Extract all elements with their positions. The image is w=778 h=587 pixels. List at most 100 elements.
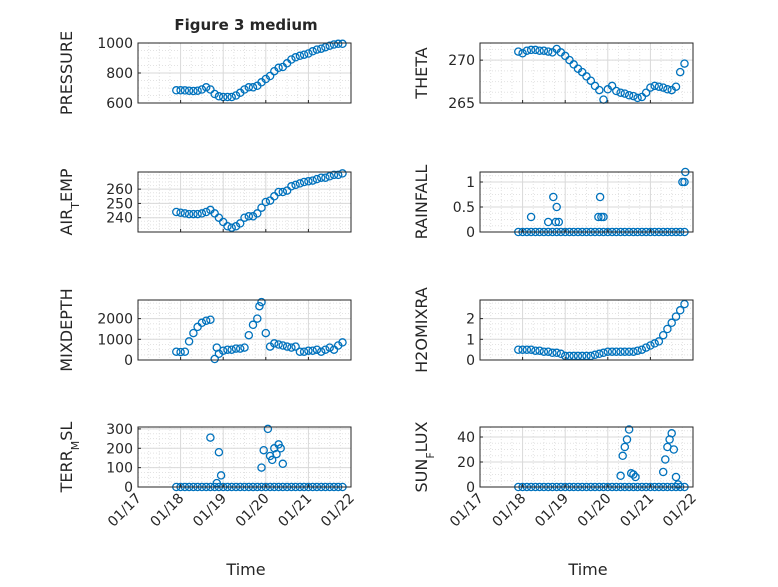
- data-point: [321, 42, 330, 52]
- data-point: [274, 340, 283, 349]
- data-point: [680, 177, 689, 187]
- data-point: [253, 314, 262, 323]
- data-point: [612, 347, 621, 356]
- axes-box: [479, 42, 694, 104]
- data-point: [180, 347, 190, 356]
- data-point: [282, 342, 292, 351]
- data-point: [595, 85, 604, 95]
- data-point: [206, 85, 215, 94]
- data-point: [543, 47, 553, 56]
- data-point: [518, 49, 527, 58]
- data-point: [278, 459, 288, 469]
- data-point: [304, 49, 313, 58]
- data-point: [565, 55, 574, 65]
- data-point: [560, 51, 570, 61]
- data-point: [599, 348, 608, 358]
- data-point: [172, 347, 181, 356]
- data-point: [304, 346, 313, 355]
- data-point: [671, 82, 681, 91]
- y-axis-label: PRESSURE: [57, 31, 76, 115]
- data-point: [595, 192, 605, 202]
- axes-box: [137, 299, 352, 361]
- y-tick-label: 265: [448, 96, 475, 112]
- data-point: [680, 59, 689, 68]
- data-point: [223, 345, 232, 354]
- data-point: [282, 186, 292, 195]
- data-point: [184, 209, 194, 219]
- data-point: [543, 347, 553, 356]
- data-point: [316, 347, 326, 356]
- data-point: [180, 86, 190, 95]
- data-point: [661, 455, 670, 464]
- data-point: [338, 169, 347, 178]
- data-point: [299, 177, 309, 187]
- data-point: [184, 86, 194, 95]
- data-point: [197, 85, 207, 94]
- data-point: [261, 197, 271, 207]
- panel-1: 600 800 1000 PRESSURE: [57, 31, 352, 115]
- data-point: [257, 297, 266, 307]
- data-point: [338, 338, 347, 347]
- data-point: [616, 347, 625, 356]
- data-point: [308, 346, 317, 355]
- data-point: [278, 187, 288, 197]
- y-tick-label: 0: [466, 480, 475, 496]
- data-point: [325, 41, 334, 50]
- data-point: [308, 47, 317, 56]
- data-point: [556, 349, 566, 359]
- data-point: [658, 330, 668, 340]
- data-point: [201, 316, 211, 325]
- y-tick-label: 1: [466, 175, 475, 191]
- data-point: [633, 93, 642, 103]
- data-point: [531, 45, 540, 55]
- data-point: [535, 46, 544, 55]
- data-point: [259, 445, 268, 455]
- data-point: [673, 480, 683, 489]
- data-point: [270, 192, 279, 201]
- data-point: [189, 209, 198, 219]
- data-point: [255, 301, 264, 311]
- data-point: [261, 328, 271, 338]
- data-point: [291, 180, 300, 190]
- data-point: [569, 60, 578, 69]
- y-tick-label: 0: [124, 480, 133, 496]
- data-point: [607, 347, 617, 356]
- data-point: [216, 471, 226, 480]
- y-tick-label: 800: [106, 66, 133, 82]
- data-point: [210, 89, 219, 99]
- y-tick-label: 240: [106, 211, 133, 227]
- data-point: [675, 306, 685, 315]
- data-point: [325, 172, 334, 181]
- data-point: [172, 86, 181, 95]
- data-point: [539, 347, 549, 356]
- y-tick-label: 270: [448, 53, 475, 69]
- y-axis-label: THETA: [412, 47, 431, 99]
- data-point: [321, 173, 330, 182]
- y-axis-label: AIRTEMP: [57, 168, 82, 235]
- y-tick-label: 600: [106, 96, 133, 112]
- y-tick-label: 260: [106, 182, 133, 198]
- data-point: [312, 174, 322, 184]
- data-point: [287, 55, 296, 64]
- axes-box: [479, 426, 694, 488]
- data-point: [299, 347, 309, 356]
- data-point: [654, 82, 664, 91]
- data-point: [616, 471, 625, 481]
- data-point: [552, 348, 561, 358]
- data-point: [624, 425, 634, 434]
- y-tick-label: 0: [466, 353, 475, 369]
- data-point: [287, 182, 296, 191]
- data-point: [210, 354, 219, 364]
- data-point: [218, 217, 228, 227]
- data-point: [641, 88, 651, 97]
- data-point: [637, 92, 647, 102]
- data-point: [214, 447, 224, 457]
- data-point: [263, 424, 273, 434]
- y-tick-label: 0: [466, 225, 475, 241]
- data-point: [184, 337, 194, 346]
- data-point: [624, 347, 634, 356]
- data-point: [223, 92, 232, 102]
- data-point: [526, 345, 536, 354]
